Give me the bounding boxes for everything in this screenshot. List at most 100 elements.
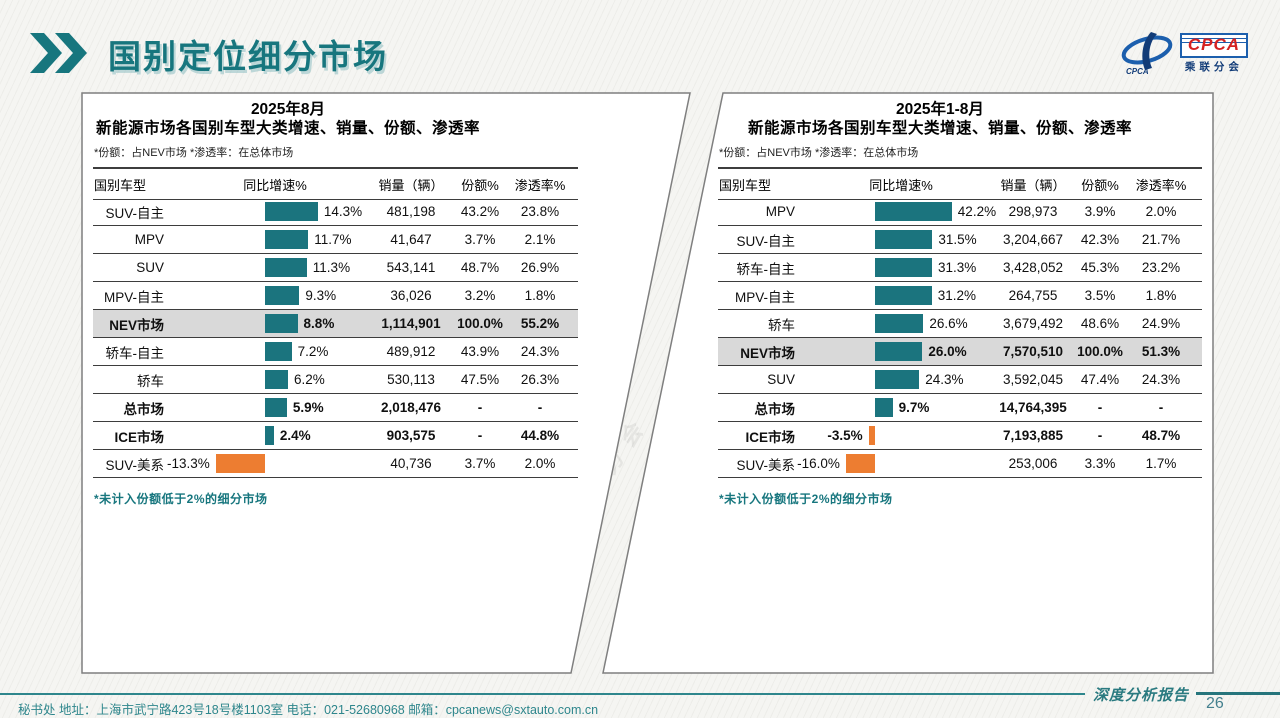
penetration-value: 1.8%	[524, 288, 556, 303]
row-label: 轿车	[768, 317, 795, 333]
left-panel-shape	[81, 92, 691, 674]
row-label: 轿车	[137, 373, 164, 389]
table-body: SUV-自主 14.3% 481,198 43.2% 23.8% MPV 11.7% 41,6…	[93, 198, 578, 478]
row-label: 总市场	[754, 401, 796, 417]
cpca-logo: CPCA CPCA 乘联分会	[1118, 30, 1248, 76]
row-label: ICE市场	[745, 429, 795, 445]
cpca-logo-chinese: 乘联分会	[1184, 60, 1243, 73]
penetration-value: 21.7%	[1141, 232, 1181, 247]
table-body: MPV 42.2% 298,973 3.9% 2.0% SUV-自主 31.5% 3,204,…	[718, 198, 1202, 478]
panel-title-subject: 新能源市场各国别车型大类增速、销量、份额、渗透率	[747, 120, 1132, 137]
table-row: NEV市场 26.0% 7,570,510 100.0% 51.3%	[718, 338, 1202, 366]
growth-value: -16.0%	[797, 456, 840, 471]
table-row: 总市场 5.9% 2,018,476 - -	[93, 394, 578, 422]
table-row: 轿车 26.6% 3,679,492 48.6% 24.9%	[718, 310, 1202, 338]
table-row: MPV 42.2% 298,973 3.9% 2.0%	[718, 198, 1202, 226]
penetration-value: 48.7%	[1141, 428, 1181, 443]
growth-bar	[265, 202, 318, 221]
penetration-value: 55.2%	[520, 316, 560, 331]
growth-value: -3.5%	[827, 428, 863, 443]
table-row: MPV-自主 9.3% 36,026 3.2% 1.8%	[93, 282, 578, 310]
cpca-swoosh-icon: CPCA	[1121, 32, 1173, 76]
growth-value: 42.2%	[957, 204, 997, 219]
sales-value: 253,006	[1008, 456, 1058, 471]
double-chevron-icon	[30, 33, 87, 73]
growth-bar	[265, 314, 298, 333]
column-header-growth: 同比增速%	[243, 177, 307, 193]
growth-bar	[875, 370, 920, 389]
sales-value: 298,973	[1008, 204, 1058, 219]
sales-value: 1,114,901	[381, 316, 441, 331]
sales-value: 36,026	[390, 288, 432, 303]
share-value: 48.7%	[460, 260, 500, 275]
table-row: 轿车-自主 31.3% 3,428,052 45.3% 23.2%	[718, 254, 1202, 282]
growth-value: 26.6%	[929, 316, 968, 331]
share-value: -	[1097, 400, 1103, 415]
sales-value: 2,018,476	[380, 400, 442, 415]
sales-value: 543,141	[386, 260, 436, 275]
row-label: MPV-自主	[734, 289, 795, 305]
share-value: 3.9%	[1084, 204, 1116, 219]
row-label: 总市场	[123, 401, 165, 417]
share-value: 43.9%	[460, 344, 500, 359]
sales-value: 530,113	[387, 372, 435, 387]
row-label: ICE市场	[114, 429, 164, 445]
growth-value: 7.2%	[297, 344, 329, 359]
sales-value: 7,193,885	[1002, 428, 1064, 443]
growth-value: 9.3%	[305, 288, 337, 303]
growth-bar	[265, 426, 274, 445]
growth-value: 9.7%	[898, 400, 930, 415]
growth-bar	[875, 202, 952, 221]
sales-value: 7,570,510	[1002, 344, 1064, 359]
penetration-value: 1.8%	[1145, 288, 1177, 303]
growth-value: 14.3%	[323, 204, 363, 219]
panel-title-subject: 新能源市场各国别车型大类增速、销量、份额、渗透率	[95, 120, 480, 137]
table-row: SUV-美系 -16.0% 253,006 3.3% 1.7%	[718, 450, 1202, 478]
penetration-value: 2.0%	[1145, 204, 1177, 219]
growth-bar	[875, 398, 893, 417]
row-label: MPV	[765, 204, 795, 219]
panel-note: *份额：占NEV市场 *渗透率：在总体市场	[94, 147, 294, 159]
penetration-value: 23.2%	[1141, 260, 1181, 275]
sales-value: 3,204,667	[1002, 232, 1064, 247]
column-headers: 国别车型 同比增速% 销量（辆） 份额% 渗透率%	[93, 167, 578, 200]
sales-value: 3,592,045	[1002, 372, 1064, 387]
row-label: 轿车-自主	[105, 345, 165, 361]
table-row: ICE市场 2.4% 903,575 - 44.8%	[93, 422, 578, 450]
growth-bar	[265, 398, 287, 417]
column-header-penetration: 渗透率%	[1135, 177, 1187, 193]
row-label: MPV	[134, 232, 164, 247]
page-title: 国别定位细分市场	[108, 38, 388, 75]
table-row: MPV-自主 31.2% 264,755 3.5% 1.8%	[718, 282, 1202, 310]
sales-value: 489,912	[386, 344, 436, 359]
panel-footnote: *未计入份额低于2%的细分市场	[94, 492, 268, 506]
panel-jan-aug: 2025年1-8月 新能源市场各国别车型大类增速、销量、份额、渗透率 *份额：占…	[718, 93, 1202, 673]
panel-note: *份额：占NEV市场 *渗透率：在总体市场	[719, 147, 919, 159]
row-label: MPV-自主	[103, 289, 164, 305]
share-value: 48.6%	[1080, 316, 1120, 331]
penetration-value: 1.7%	[1145, 456, 1177, 471]
footer-contact-info: 秘书处 地址：上海市武宁路423号18号楼1103室 电话：021-526809…	[18, 703, 599, 717]
growth-value: 6.2%	[293, 372, 325, 387]
penetration-value: -	[537, 400, 543, 415]
growth-bar	[215, 454, 265, 473]
share-value: 3.7%	[464, 456, 496, 471]
penetration-value: 44.8%	[520, 428, 560, 443]
share-value: -	[1097, 428, 1103, 443]
footer-divider-left	[0, 693, 1085, 695]
panel-title: 2025年8月 新能源市场各国别车型大类增速、销量、份额、渗透率	[93, 100, 578, 138]
column-header-share: 份额%	[1081, 177, 1119, 193]
table-row: SUV-自主 14.3% 481,198 43.2% 23.8%	[93, 198, 578, 226]
panel-title-period: 2025年1-8月	[896, 101, 984, 118]
growth-value: 31.5%	[938, 232, 977, 247]
penetration-value: 2.0%	[524, 456, 556, 471]
share-value: 47.5%	[460, 372, 500, 387]
row-label: SUV-美系	[736, 457, 795, 473]
share-value: 43.2%	[460, 204, 500, 219]
table-row: SUV 24.3% 3,592,045 47.4% 24.3%	[718, 366, 1202, 394]
column-header-sales: 销量（辆）	[1000, 177, 1066, 193]
growth-bar	[875, 342, 923, 361]
page-header: 国别定位细分市场	[30, 30, 388, 78]
growth-value: 31.2%	[937, 288, 977, 303]
sales-value: 3,428,052	[1002, 260, 1064, 275]
